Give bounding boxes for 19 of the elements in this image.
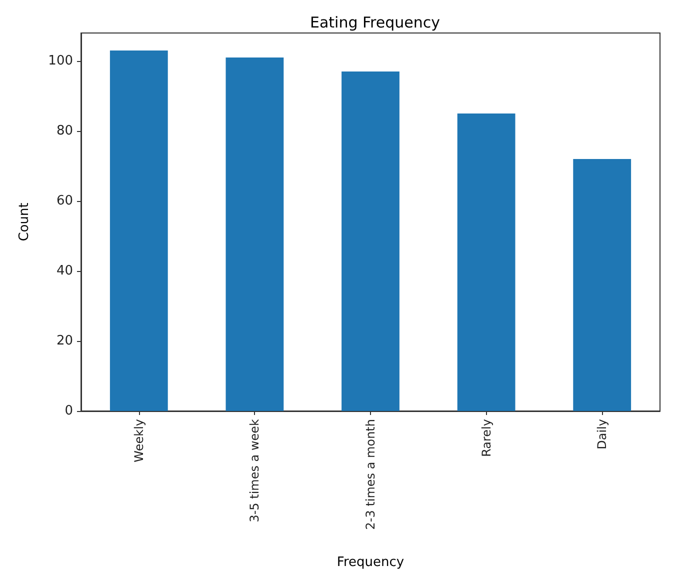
x-tick-label: Rarely <box>479 419 494 457</box>
x-tick-label: Daily <box>595 419 610 450</box>
y-tick-label: 100 <box>48 54 73 68</box>
x-axis-title: Frequency <box>336 555 404 570</box>
y-tick-label: 20 <box>56 334 73 348</box>
y-tick-label: 40 <box>56 264 73 278</box>
chart-title: Eating Frequency <box>310 14 440 32</box>
y-tick-label: 0 <box>64 404 73 418</box>
x-tick-label: 2-3 times a month <box>364 419 378 530</box>
bar <box>457 114 516 411</box>
x-tick-label: Weekly <box>132 419 146 462</box>
bar <box>342 72 400 411</box>
y-axis-title: Count <box>17 202 32 242</box>
bar <box>226 58 284 411</box>
y-tick-label: 80 <box>56 124 73 138</box>
y-tick-label: 60 <box>56 194 73 208</box>
bar <box>110 50 168 411</box>
bar <box>573 159 632 411</box>
x-tick-label: 3-5 times a week <box>248 418 262 522</box>
